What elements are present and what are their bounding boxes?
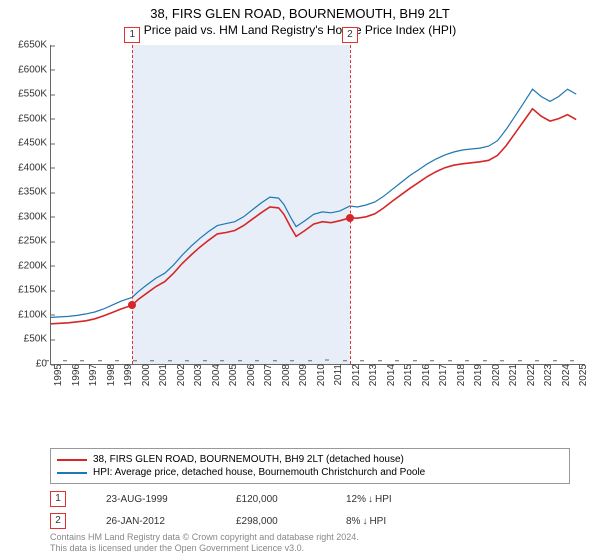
legend-swatch-price bbox=[57, 459, 87, 461]
x-tick-label: 2003 bbox=[187, 364, 204, 386]
sale-price: £120,000 bbox=[236, 494, 306, 505]
y-tick-label: £300K bbox=[18, 211, 51, 222]
x-tick-label: 1998 bbox=[100, 364, 117, 386]
y-tick-label: £100K bbox=[18, 309, 51, 320]
sales-table: 1 23-AUG-1999 £120,000 12% ↓ HPI 2 26-JAN-201… bbox=[50, 488, 392, 532]
x-tick-label: 1999 bbox=[117, 364, 134, 386]
sale-hpi-delta: 8% ↓ HPI bbox=[346, 516, 386, 527]
y-tick-label: £50K bbox=[24, 334, 51, 345]
y-tick-label: £500K bbox=[18, 113, 51, 124]
y-tick-label: £200K bbox=[18, 260, 51, 271]
legend-label-hpi: HPI: Average price, detached house, Bour… bbox=[93, 467, 425, 478]
chart-area: £0£50K£100K£150K£200K£250K£300K£350K£400… bbox=[50, 45, 585, 405]
sale-date: 26-JAN-2012 bbox=[106, 516, 196, 527]
chart-lines bbox=[51, 45, 585, 364]
x-tick-label: 2009 bbox=[292, 364, 309, 386]
x-tick-label: 2016 bbox=[415, 364, 432, 386]
sale-index-badge: 2 bbox=[50, 513, 66, 529]
footer-line-1: Contains HM Land Registry data © Crown c… bbox=[50, 532, 359, 543]
sale-marker-badge: 2 bbox=[342, 27, 358, 43]
x-tick-label: 2013 bbox=[362, 364, 379, 386]
x-tick-label: 2025 bbox=[572, 364, 589, 386]
plot-region: £0£50K£100K£150K£200K£250K£300K£350K£400… bbox=[50, 45, 585, 365]
chart-subtitle: Price paid vs. HM Land Registry's House … bbox=[0, 23, 600, 37]
x-tick-label: 2005 bbox=[222, 364, 239, 386]
legend-item-hpi: HPI: Average price, detached house, Bour… bbox=[57, 466, 563, 479]
sale-row: 1 23-AUG-1999 £120,000 12% ↓ HPI bbox=[50, 488, 392, 510]
x-tick-label: 2011 bbox=[327, 364, 344, 386]
x-tick-label: 2014 bbox=[380, 364, 397, 386]
y-tick-label: £650K bbox=[18, 40, 51, 51]
arrow-down-icon: ↓ bbox=[368, 494, 373, 505]
legend-item-price: 38, FIRS GLEN ROAD, BOURNEMOUTH, BH9 2LT… bbox=[57, 453, 563, 466]
sale-hpi-delta: 12% ↓ HPI bbox=[346, 494, 392, 505]
sale-price: £298,000 bbox=[236, 516, 306, 527]
x-tick-label: 2021 bbox=[502, 364, 519, 386]
x-tick-label: 2022 bbox=[520, 364, 537, 386]
x-tick-label: 2019 bbox=[467, 364, 484, 386]
sale-marker-dot bbox=[128, 301, 136, 309]
y-tick-label: £250K bbox=[18, 236, 51, 247]
x-tick-label: 2004 bbox=[205, 364, 222, 386]
legend: 38, FIRS GLEN ROAD, BOURNEMOUTH, BH9 2LT… bbox=[50, 448, 570, 484]
x-tick-label: 2008 bbox=[275, 364, 292, 386]
footer-attribution: Contains HM Land Registry data © Crown c… bbox=[50, 532, 359, 554]
x-tick-label: 1996 bbox=[65, 364, 82, 386]
x-tick-label: 2010 bbox=[310, 364, 327, 386]
x-tick-label: 2015 bbox=[397, 364, 414, 386]
x-tick-label: 1995 bbox=[47, 364, 64, 386]
x-tick-label: 2020 bbox=[485, 364, 502, 386]
y-tick-label: £400K bbox=[18, 162, 51, 173]
x-tick-label: 2007 bbox=[257, 364, 274, 386]
x-tick-label: 2001 bbox=[152, 364, 169, 386]
x-tick-label: 2018 bbox=[450, 364, 467, 386]
y-tick-label: £600K bbox=[18, 64, 51, 75]
sale-marker-badge: 1 bbox=[124, 27, 140, 43]
sale-row: 2 26-JAN-2012 £298,000 8% ↓ HPI bbox=[50, 510, 392, 532]
y-tick-label: £550K bbox=[18, 89, 51, 100]
x-tick-label: 2006 bbox=[240, 364, 257, 386]
y-tick-label: £350K bbox=[18, 187, 51, 198]
x-tick-label: 2000 bbox=[135, 364, 152, 386]
title-block: 38, FIRS GLEN ROAD, BOURNEMOUTH, BH9 2LT… bbox=[0, 0, 600, 37]
y-tick-label: £150K bbox=[18, 285, 51, 296]
series-line-hpi bbox=[51, 89, 576, 317]
x-tick-label: 2002 bbox=[170, 364, 187, 386]
arrow-down-icon: ↓ bbox=[362, 516, 367, 527]
x-tick-label: 2012 bbox=[345, 364, 362, 386]
legend-label-price: 38, FIRS GLEN ROAD, BOURNEMOUTH, BH9 2LT… bbox=[93, 454, 404, 465]
sale-marker-dot bbox=[346, 214, 354, 222]
x-tick-label: 2024 bbox=[555, 364, 572, 386]
chart-title: 38, FIRS GLEN ROAD, BOURNEMOUTH, BH9 2LT bbox=[0, 6, 600, 21]
x-tick-label: 1997 bbox=[82, 364, 99, 386]
footer-line-2: This data is licensed under the Open Gov… bbox=[50, 543, 359, 554]
legend-swatch-hpi bbox=[57, 472, 87, 474]
x-tick-label: 2023 bbox=[537, 364, 554, 386]
sale-date: 23-AUG-1999 bbox=[106, 494, 196, 505]
y-tick-label: £450K bbox=[18, 138, 51, 149]
sale-index-badge: 1 bbox=[50, 491, 66, 507]
chart-container: 38, FIRS GLEN ROAD, BOURNEMOUTH, BH9 2LT… bbox=[0, 0, 600, 560]
x-tick-label: 2017 bbox=[432, 364, 449, 386]
